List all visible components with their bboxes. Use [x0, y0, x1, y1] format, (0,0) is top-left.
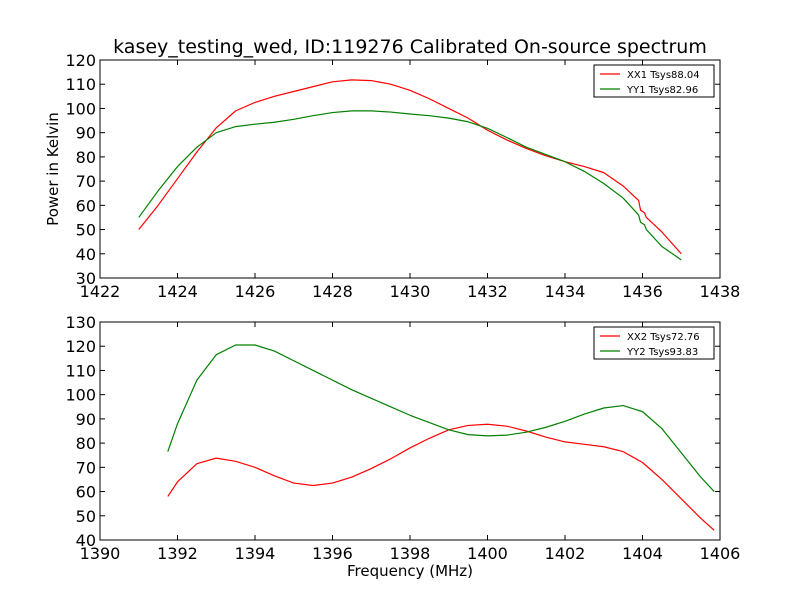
top-x-tick-label: 1428: [312, 282, 353, 301]
top-x-tick-label: 1438: [700, 282, 741, 301]
top-x-tick-label: 1424: [157, 282, 198, 301]
bottom-x-tick-label: 1404: [622, 544, 663, 563]
bottom-y-tick-label: 110: [65, 361, 96, 380]
top-x-tick-label: 1436: [622, 282, 663, 301]
bottom-y-tick-label: 80: [76, 434, 96, 453]
top-y-tick-label: 30: [76, 269, 96, 288]
top-x-tick-label: 1426: [235, 282, 276, 301]
bottom-y-tick-label: 40: [76, 531, 96, 550]
top-series-line-2: [138, 110, 682, 261]
top-y-tick-label: 40: [76, 245, 96, 264]
bottom-series-line-1: [167, 423, 715, 531]
bottom-legend: XX2 Tsys72.76 YY2 Tsys93.83: [593, 326, 715, 360]
bottom-y-tick-label: 90: [76, 410, 96, 429]
top-y-tick-label: 110: [65, 75, 96, 94]
bottom-legend-label-1: XX2 Tsys72.76: [627, 332, 700, 343]
bottom-series-line-2: [167, 344, 715, 492]
top-x-tick-label: 1430: [390, 282, 431, 301]
top-y-tick-label: 50: [76, 221, 96, 240]
bottom-y-tick-label: 70: [76, 458, 96, 477]
bottom-x-tick-label: 1390: [80, 544, 121, 563]
top-y-tick-label: 90: [76, 124, 96, 143]
bottom-chart: 1390 1392 1394 1396 1398 1400 1402 1404 1406 40 50…: [65, 313, 740, 580]
bottom-y-tick-label: 100: [65, 386, 96, 405]
top-y-tick-label: 60: [76, 196, 96, 215]
bottom-y-tick-label: 50: [76, 507, 96, 526]
top-y-tick-label: 120: [65, 51, 96, 70]
top-x-tick-label: 1432: [467, 282, 508, 301]
bottom-legend-box: [593, 326, 715, 360]
bottom-x-tick-label: 1406: [700, 544, 741, 563]
top-y-tick-label: 100: [65, 99, 96, 118]
top-series-line-1: [138, 79, 682, 255]
top-chart: 1422 1424 1426 1428 1430 1432 1434 1436 1438 30 40…: [44, 51, 740, 301]
bottom-x-tick-label: 1392: [157, 544, 198, 563]
bottom-y-tick-label: 130: [65, 313, 96, 332]
top-y-tick-label: 70: [76, 172, 96, 191]
bottom-x-tick-label: 1402: [545, 544, 586, 563]
top-x-tick-label: 1422: [80, 282, 121, 301]
bottom-y-tick-label: 120: [65, 337, 96, 356]
bottom-x-tick-label: 1396: [312, 544, 353, 563]
top-legend: XX1 Tsys88.04 YY1 Tsys82.96: [593, 64, 715, 98]
bottom-legend-label-2: YY2 Tsys93.83: [626, 347, 698, 358]
top-x-tick-label: 1434: [545, 282, 586, 301]
bottom-y-tick-label: 60: [76, 483, 96, 502]
bottom-x-tick-label: 1398: [390, 544, 431, 563]
top-chart-title: kasey_testing_wed, ID:119276 Calibrated …: [113, 36, 707, 58]
bottom-x-tick-label: 1400: [467, 544, 508, 563]
top-legend-label-1: XX1 Tsys88.04: [627, 70, 700, 81]
top-y-tick-label: 80: [76, 148, 96, 167]
bottom-x-tick-label: 1394: [235, 544, 276, 563]
top-legend-label-2: YY1 Tsys82.96: [626, 85, 698, 96]
top-y-axis-label: Power in Kelvin: [44, 112, 62, 226]
top-legend-box: [593, 64, 715, 98]
bottom-x-axis-label: Frequency (MHz): [347, 562, 473, 580]
